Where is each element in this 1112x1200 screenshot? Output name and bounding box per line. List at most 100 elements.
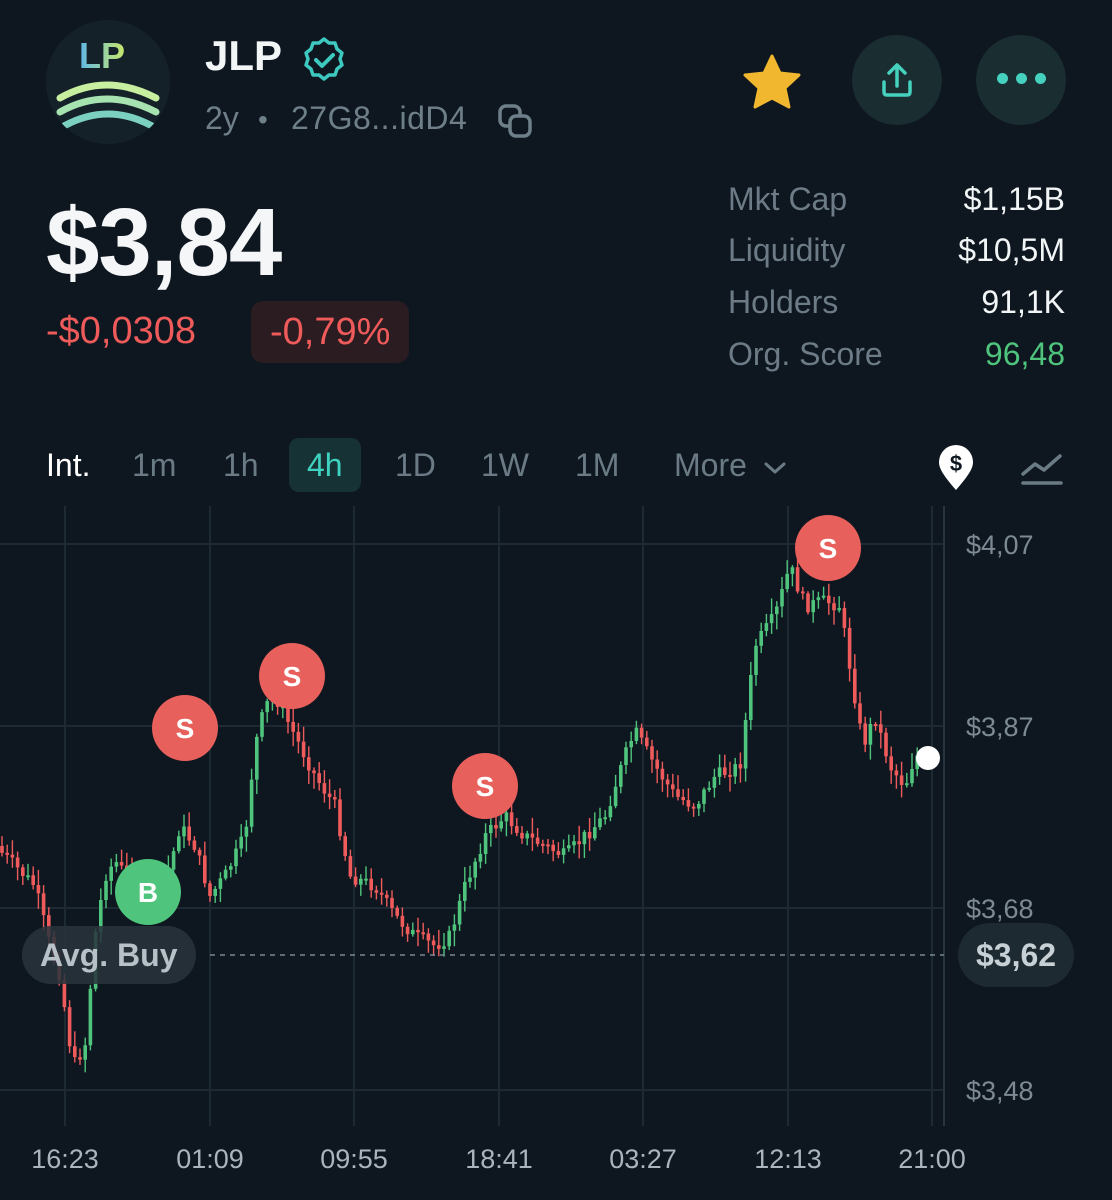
candle-body bbox=[62, 980, 67, 1008]
candle-body bbox=[712, 776, 717, 788]
tab-4h[interactable]: 4h bbox=[289, 438, 361, 492]
candle-body bbox=[374, 890, 379, 893]
candle-body bbox=[177, 836, 181, 852]
candle-body bbox=[905, 783, 909, 786]
candle-body bbox=[187, 826, 191, 841]
candle-body bbox=[572, 841, 576, 846]
candle-body bbox=[114, 862, 119, 867]
share-button[interactable] bbox=[852, 35, 942, 125]
more-button[interactable] bbox=[976, 35, 1066, 125]
candle-body bbox=[541, 843, 545, 846]
marker-label: S bbox=[283, 661, 302, 692]
candle-body bbox=[515, 826, 519, 833]
tab-1m[interactable]: 1m bbox=[132, 447, 177, 483]
candle-body bbox=[421, 932, 425, 935]
candle-body bbox=[624, 747, 628, 766]
candle-body bbox=[733, 764, 737, 777]
indicator-line-icon[interactable] bbox=[1020, 448, 1064, 488]
candle-body bbox=[213, 888, 217, 896]
tab-1d[interactable]: 1D bbox=[395, 447, 436, 483]
current-price-dot bbox=[916, 746, 940, 770]
buy-marker[interactable] bbox=[115, 859, 181, 925]
candle-body bbox=[234, 848, 238, 867]
candle-body bbox=[119, 862, 124, 866]
candle-body bbox=[853, 668, 857, 704]
candle-body bbox=[171, 851, 176, 870]
candle-body bbox=[535, 837, 540, 844]
candle-body bbox=[109, 866, 113, 881]
tab-1h[interactable]: 1h bbox=[223, 447, 259, 483]
candle-body bbox=[327, 793, 332, 798]
candle-body bbox=[405, 926, 410, 935]
timeframe-tabs: Int. 1m 1h 4h 1D 1W 1M More bbox=[0, 438, 1112, 494]
current-price-tag: $3,62 bbox=[958, 923, 1075, 987]
candle-body bbox=[416, 929, 420, 933]
x-tick-label: 18:41 bbox=[465, 1144, 533, 1174]
candle-body bbox=[73, 1046, 77, 1058]
candle-body bbox=[239, 836, 243, 849]
tab-more[interactable]: More bbox=[674, 438, 788, 492]
candle-body bbox=[296, 731, 301, 742]
y-axis-labels: $4,07 $3,87 $3,68 $3,48 bbox=[966, 530, 1034, 1106]
candle-body bbox=[775, 606, 779, 615]
stat-label-org-score: Org. Score bbox=[728, 336, 883, 372]
copy-icon[interactable] bbox=[497, 103, 533, 139]
candle-body bbox=[223, 869, 228, 879]
verified-badge-icon bbox=[304, 37, 344, 81]
candle-body bbox=[400, 915, 405, 927]
y-tick-label: $3,87 bbox=[966, 712, 1034, 742]
token-address[interactable]: 27G8...idD4 bbox=[291, 100, 468, 136]
sell-marker[interactable] bbox=[152, 695, 218, 761]
sell-marker[interactable] bbox=[452, 753, 518, 819]
candle-body bbox=[868, 723, 873, 745]
sell-marker[interactable] bbox=[259, 643, 325, 709]
candle-body bbox=[203, 855, 207, 884]
candle-body bbox=[229, 866, 233, 870]
candle-body bbox=[598, 818, 602, 828]
candle-body bbox=[431, 940, 436, 946]
candle-body bbox=[686, 800, 691, 807]
candle-body bbox=[31, 875, 35, 886]
marker-label: S bbox=[819, 533, 838, 564]
candle-body bbox=[5, 852, 9, 855]
candle-body bbox=[587, 831, 592, 839]
stat-label-mkt-cap: Mkt Cap bbox=[728, 181, 848, 217]
candle-body bbox=[457, 900, 462, 925]
tab-1mo[interactable]: 1M bbox=[575, 447, 620, 483]
token-logo: LP bbox=[46, 20, 170, 144]
candle-body bbox=[827, 595, 831, 604]
candle-body bbox=[447, 930, 451, 947]
candle-body bbox=[899, 775, 904, 785]
candle-body bbox=[525, 833, 529, 839]
candle-body bbox=[577, 841, 581, 845]
dollar-pin-icon[interactable]: $ bbox=[936, 444, 976, 492]
tab-1w[interactable]: 1W bbox=[481, 447, 529, 483]
candle-body bbox=[317, 773, 321, 784]
avg-buy-badge: Avg. Buy bbox=[22, 926, 196, 984]
candle-body bbox=[556, 851, 561, 855]
more-dots-icon bbox=[993, 71, 1050, 89]
tab-interval[interactable]: Int. bbox=[46, 447, 91, 483]
star-icon[interactable] bbox=[741, 53, 803, 111]
candle-body bbox=[88, 988, 93, 1046]
candle-body bbox=[676, 789, 680, 797]
candle-body bbox=[801, 591, 805, 594]
candle-body bbox=[483, 833, 488, 854]
candle-body bbox=[645, 737, 649, 747]
candle-body bbox=[681, 796, 685, 801]
x-axis-labels: 16:23 01:09 09:55 18:41 03:27 12:13 21:00 bbox=[31, 1144, 966, 1174]
candle-body bbox=[671, 784, 675, 790]
x-tick-label: 12:13 bbox=[754, 1144, 822, 1174]
candle-body bbox=[660, 768, 665, 780]
stat-value-liquidity: $10,5M bbox=[958, 232, 1065, 268]
price-chart[interactable]: B S S S S $4,07 $3,87 $3,68 $3,48 16:23 01:09 09:… bbox=[0, 506, 1112, 1200]
sell-marker[interactable] bbox=[795, 515, 861, 581]
candle-body bbox=[353, 876, 358, 885]
candle-body bbox=[894, 770, 899, 776]
candle-body bbox=[286, 706, 290, 722]
candle-body bbox=[494, 824, 498, 829]
candle-body bbox=[613, 786, 618, 807]
stat-value-holders: 91,1K bbox=[981, 284, 1065, 320]
candle-body bbox=[509, 812, 514, 827]
candle-body bbox=[873, 723, 878, 726]
